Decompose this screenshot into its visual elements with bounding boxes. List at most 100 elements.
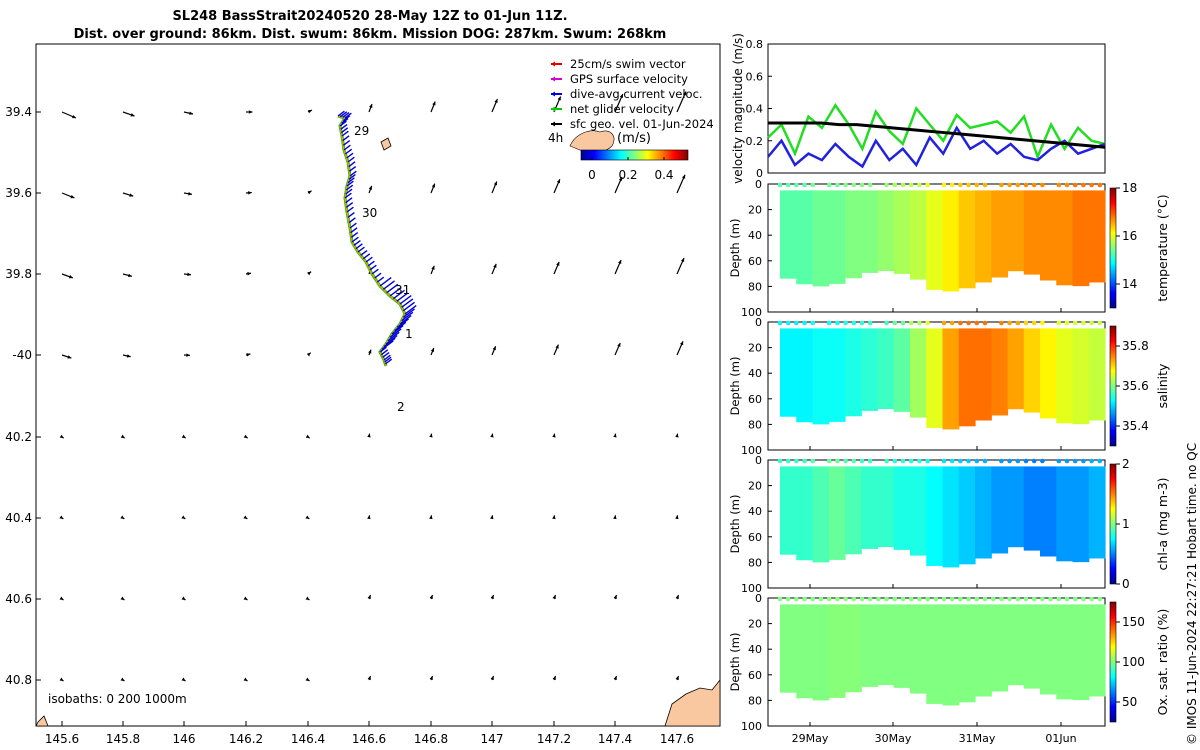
geo-arrow-head (490, 595, 494, 599)
surface-dot (917, 458, 922, 464)
surface-dot (777, 458, 783, 464)
x-tick-label: 147.4 (598, 732, 632, 746)
dive-current-vector (342, 111, 350, 118)
profile-cell (828, 466, 846, 560)
surface-dot (867, 596, 873, 602)
geo-arrow-head (367, 595, 371, 599)
profile-cell (861, 466, 879, 549)
profile-cell (1007, 466, 1025, 548)
surface-dot (999, 320, 1004, 326)
surface-dot (785, 596, 791, 602)
dive-current-vector (346, 152, 354, 159)
geo-arrow-head (59, 434, 64, 439)
geo-arrow-head (243, 677, 248, 681)
profile-cell (942, 604, 960, 706)
profile-colorbar (1109, 187, 1117, 309)
dive-current-vector (346, 206, 354, 213)
colorbar-tick-label: 0.4 (654, 168, 673, 182)
geo-arrow-head (72, 114, 76, 119)
profile-cell (1040, 466, 1057, 557)
surface-dot (794, 320, 799, 326)
dive-current-vector (348, 165, 357, 172)
depth-tick-label: 40 (748, 367, 762, 380)
surface-dot (925, 320, 930, 326)
track-line (337, 114, 407, 367)
surface-dot (835, 596, 840, 602)
day-label: 30 (362, 206, 377, 220)
surface-dot (974, 458, 980, 464)
surface-dot (1007, 320, 1012, 326)
geo-arrow-head (679, 341, 684, 346)
x-tick-label: 146.2 (229, 732, 263, 746)
profile-cell (991, 466, 1009, 554)
dive-current-vector (345, 197, 353, 204)
y-tick-label: -40 (12, 348, 32, 362)
geo-arrow-head (243, 515, 248, 519)
profile-cell (780, 328, 797, 417)
dive-current-vector (369, 264, 377, 271)
velocity-frame (767, 43, 1106, 174)
geo-arrow-head (493, 263, 497, 268)
geo-arrow-head (181, 677, 186, 681)
surface-dot (917, 320, 922, 326)
dive-current-vector (384, 358, 393, 365)
surface-dot (777, 596, 783, 602)
depth-tick-label: 0 (755, 316, 762, 329)
surface-dot (884, 596, 889, 602)
profile-cell (780, 190, 797, 279)
surface-dot (925, 596, 930, 602)
depth-tick-label: 80 (748, 556, 762, 569)
dive-current-vector (379, 346, 387, 353)
surface-dot (810, 458, 816, 464)
geo-arrow-head (120, 677, 125, 681)
profile-cell (991, 328, 1009, 416)
dive-current-vector (391, 325, 404, 335)
profile-cell (1040, 190, 1057, 281)
surface-dot (908, 596, 914, 602)
legend-label: dive-avg current veloc. (570, 87, 703, 101)
dive-current-vector (392, 289, 405, 300)
geo-arrow-head (307, 190, 312, 195)
depth-tick-label: 40 (748, 643, 762, 656)
profile-cell (942, 466, 960, 568)
surface-dot (835, 458, 840, 464)
geo-arrow-head (306, 352, 311, 357)
colorbar-tick-label: 150 (1122, 615, 1145, 629)
colorbar-tick-label: 14 (1122, 277, 1137, 291)
colorbar-tick-label: 0 (1122, 577, 1130, 591)
surface-dot (867, 320, 873, 326)
geo-arrow-head (613, 433, 617, 438)
surface-dot (1015, 458, 1021, 464)
geo-arrow-head (305, 434, 310, 439)
surface-dot (867, 458, 873, 464)
surface-dot (802, 182, 807, 188)
dive-current-vector (350, 227, 358, 234)
profile-cell (1007, 328, 1025, 410)
colorbar-tick-label: 0.2 (618, 168, 637, 182)
surface-dot (867, 182, 873, 188)
figure-title-line2: Dist. over ground: 86km. Dist. swum: 86k… (73, 27, 667, 42)
surface-dot (794, 182, 799, 188)
surface-dot (851, 596, 857, 602)
dive-current-vector (399, 315, 412, 325)
geo-arrow-head (619, 94, 623, 98)
profile-cell (926, 190, 944, 290)
velocity-series-line (768, 121, 1106, 149)
scale-glyph (569, 130, 615, 154)
surface-dot (1089, 320, 1094, 326)
dive-current-vector (382, 280, 395, 290)
dive-current-vector (348, 161, 356, 168)
velocity-y-tick-label: 0.2 (746, 135, 764, 148)
geo-arrow-head (247, 272, 252, 276)
geo-arrow-head (494, 99, 498, 103)
day-label: 2 (397, 400, 405, 414)
dive-current-vector (357, 246, 365, 253)
dive-current-vector (383, 354, 391, 361)
geo-arrow-head (430, 347, 435, 352)
surface-dot (982, 320, 988, 326)
profile-cell (828, 190, 846, 284)
geo-arrow-head (552, 595, 556, 599)
geo-arrow-head (552, 433, 556, 438)
surface-dot (1015, 320, 1021, 326)
dive-current-vector (344, 148, 353, 155)
